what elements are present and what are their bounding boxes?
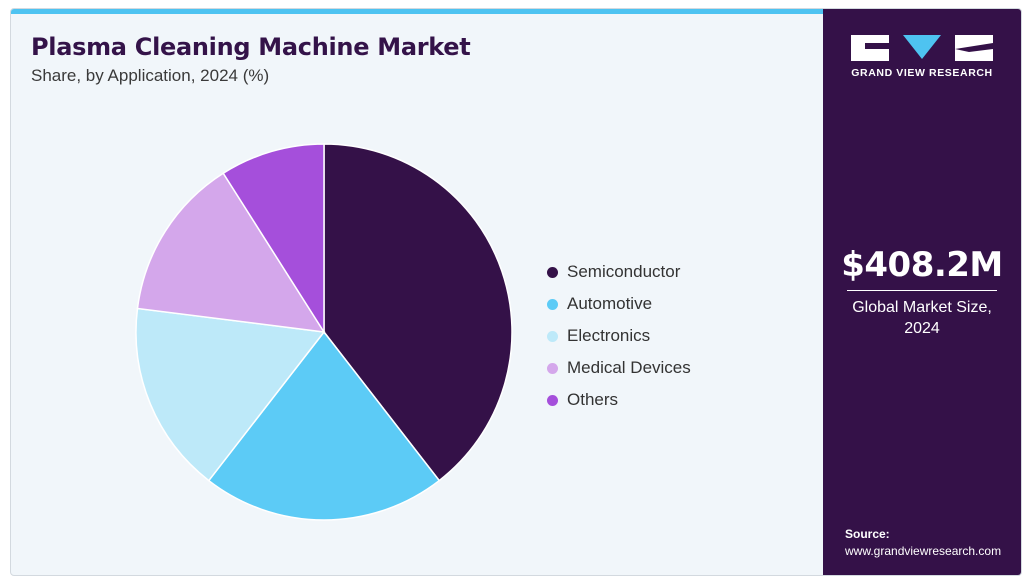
pie-slice-electronics [135,307,326,482]
report-card: Plasma Cleaning Machine Market Share, by… [10,8,1022,576]
pie-slice-automotive [207,330,441,521]
source-label: Source: [845,527,890,541]
pie-slice-others [222,143,325,335]
legend-item: Electronics [547,320,691,352]
legend-item: Automotive [547,288,691,320]
legend-label: Medical Devices [567,358,691,377]
legend-swatch-icon [547,394,558,406]
chart-legend: Semiconductor Automotive Electronics Medica… [547,256,691,416]
legend-item: Others [547,384,691,416]
chart-title: Plasma Cleaning Machine Market [31,33,471,61]
legend-label: Others [567,390,619,409]
brand-logo: GRAND VIEW RESEARCH [851,35,993,79]
legend-label: Automotive [567,294,653,313]
top-accent-bar [11,9,823,14]
legend-swatch-icon [547,266,558,278]
legend-swatch-icon [547,330,558,342]
logo-mark-icon [851,35,993,61]
pie-slice-semiconductor [323,143,513,482]
source-url[interactable]: www.grandviewresearch.com [845,544,1002,558]
chart-subtitle: Share, by Application, 2024 (%) [31,66,270,85]
legend-item: Semiconductor [547,256,691,288]
market-caption-line1: Global Market Size, [852,299,992,316]
legend-label: Semiconductor [567,262,681,281]
pie-slice-medical-devices [136,172,326,333]
legend-item: Medical Devices [547,352,691,384]
legend-swatch-icon [547,298,558,310]
pie-chart [135,143,513,521]
market-caption-line2: 2024 [904,320,940,337]
side-panel: GRAND VIEW RESEARCH $408.2M Global Marke… [823,9,1021,575]
market-size-value: $408.2M [841,245,1003,285]
divider [847,290,997,291]
legend-swatch-icon [547,362,558,374]
market-size-caption: Global Market Size, 2024 [833,297,1011,339]
legend-label: Electronics [567,326,651,345]
logo-text: GRAND VIEW RESEARCH [851,67,993,79]
